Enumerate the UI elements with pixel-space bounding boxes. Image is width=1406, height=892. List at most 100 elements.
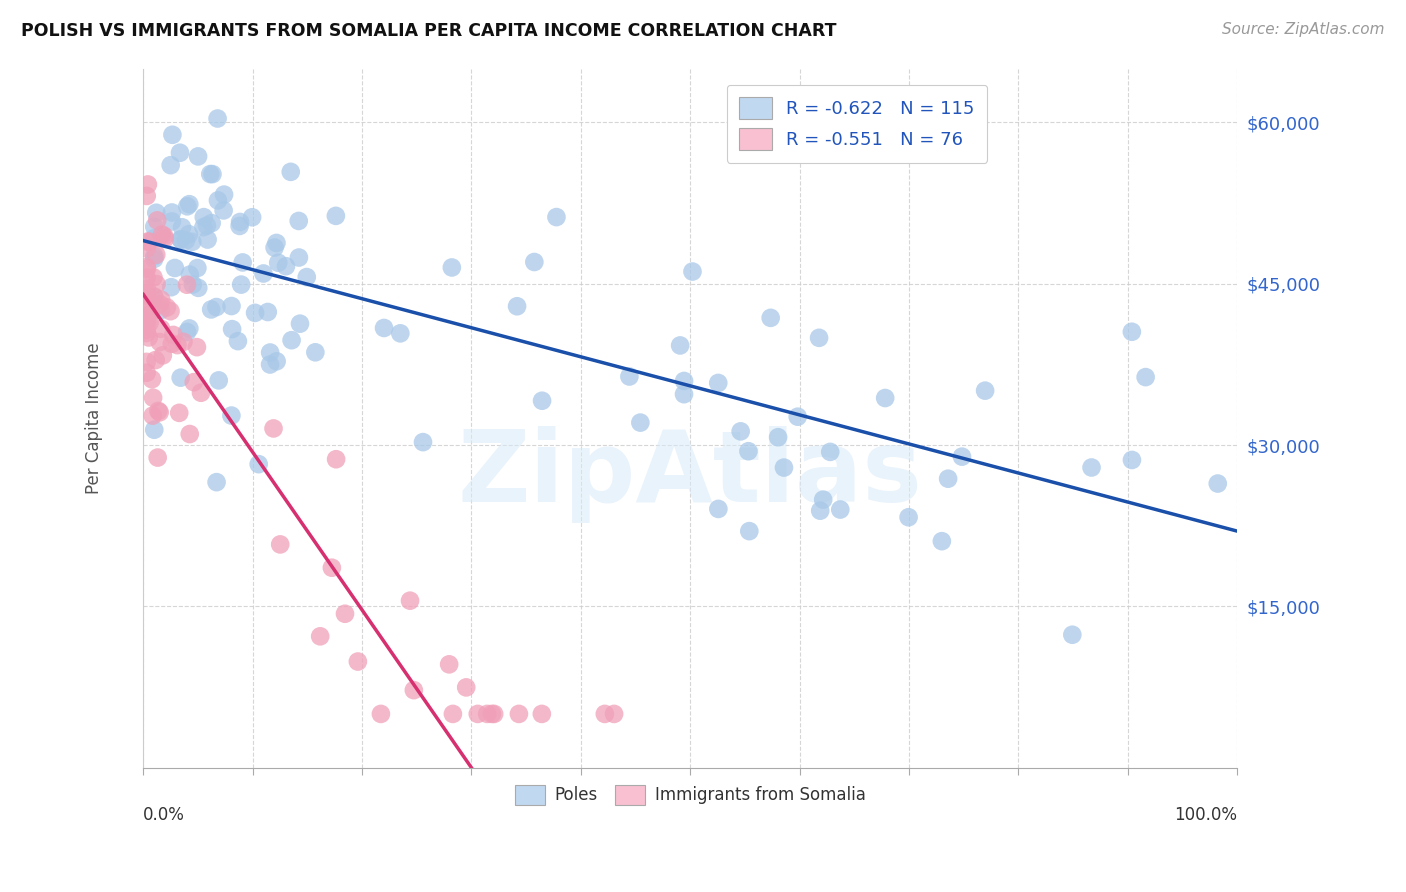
Point: [759, 310, 782, 325]
Point: [205, 300, 228, 314]
Point: [181, 235, 204, 249]
Point: [163, 260, 186, 275]
Point: [325, 452, 347, 467]
Point: [149, 297, 172, 311]
Text: 100.0%: 100.0%: [1174, 806, 1237, 824]
Point: [176, 325, 198, 339]
Point: [200, 302, 222, 317]
Point: [280, 165, 302, 179]
Point: [530, 706, 553, 721]
Point: [183, 375, 205, 389]
Point: [176, 277, 198, 292]
Point: [263, 421, 285, 435]
Point: [135, 286, 157, 301]
Point: [186, 260, 208, 275]
Point: [897, 510, 920, 524]
Point: [304, 345, 326, 359]
Point: [150, 228, 173, 243]
Point: [808, 331, 831, 345]
Point: [153, 229, 176, 244]
Point: [252, 267, 274, 281]
Point: [974, 384, 997, 398]
Point: [309, 629, 332, 643]
Point: [232, 255, 254, 269]
Point: [135, 282, 157, 296]
Point: [531, 393, 554, 408]
Point: [135, 301, 157, 316]
Point: [179, 321, 201, 335]
Point: [389, 326, 412, 341]
Point: [373, 321, 395, 335]
Point: [138, 316, 160, 330]
Point: [170, 233, 193, 247]
Point: [186, 340, 208, 354]
Text: Source: ZipAtlas.com: Source: ZipAtlas.com: [1222, 22, 1385, 37]
Point: [145, 277, 167, 292]
Point: [593, 706, 616, 721]
Point: [162, 327, 184, 342]
Point: [737, 444, 759, 458]
Point: [135, 260, 157, 274]
Point: [207, 194, 229, 208]
Point: [156, 301, 179, 315]
Point: [160, 336, 183, 351]
Point: [143, 249, 166, 263]
Point: [266, 235, 288, 250]
Point: [135, 323, 157, 337]
Point: [166, 338, 188, 352]
Point: [229, 215, 252, 229]
Point: [1135, 370, 1157, 384]
Point: [193, 210, 215, 224]
Point: [142, 409, 165, 423]
Point: [160, 214, 183, 228]
Point: [1121, 453, 1143, 467]
Point: [221, 322, 243, 336]
Point: [231, 277, 253, 292]
Point: [205, 475, 228, 490]
Point: [669, 338, 692, 352]
Point: [135, 189, 157, 203]
Point: [172, 334, 194, 349]
Point: [212, 187, 235, 202]
Point: [243, 306, 266, 320]
Point: [267, 256, 290, 270]
Point: [208, 373, 231, 387]
Point: [193, 220, 215, 235]
Point: [830, 502, 852, 516]
Point: [135, 270, 157, 285]
Text: ZipAtlas: ZipAtlas: [458, 425, 922, 523]
Point: [221, 409, 243, 423]
Point: [160, 280, 183, 294]
Point: [287, 214, 309, 228]
Point: [167, 406, 190, 420]
Point: [707, 502, 730, 516]
Point: [786, 409, 808, 424]
Point: [181, 277, 204, 292]
Point: [197, 233, 219, 247]
Point: [187, 149, 209, 163]
Point: [150, 227, 173, 242]
Point: [259, 358, 281, 372]
Point: [212, 203, 235, 218]
Point: [440, 260, 463, 275]
Point: [226, 334, 249, 348]
Text: 0.0%: 0.0%: [143, 806, 186, 824]
Legend: Poles, Immigrants from Somalia: Poles, Immigrants from Somalia: [508, 778, 872, 812]
Point: [135, 315, 157, 329]
Point: [143, 231, 166, 245]
Point: [931, 534, 953, 549]
Point: [325, 209, 347, 223]
Point: [266, 354, 288, 368]
Point: [1062, 628, 1084, 642]
Point: [481, 706, 503, 721]
Point: [766, 430, 789, 444]
Point: [143, 423, 166, 437]
Point: [159, 304, 181, 318]
Point: [135, 288, 157, 302]
Point: [159, 158, 181, 172]
Point: [1121, 325, 1143, 339]
Point: [875, 391, 897, 405]
Point: [1206, 476, 1229, 491]
Point: [143, 289, 166, 303]
Point: [399, 593, 422, 607]
